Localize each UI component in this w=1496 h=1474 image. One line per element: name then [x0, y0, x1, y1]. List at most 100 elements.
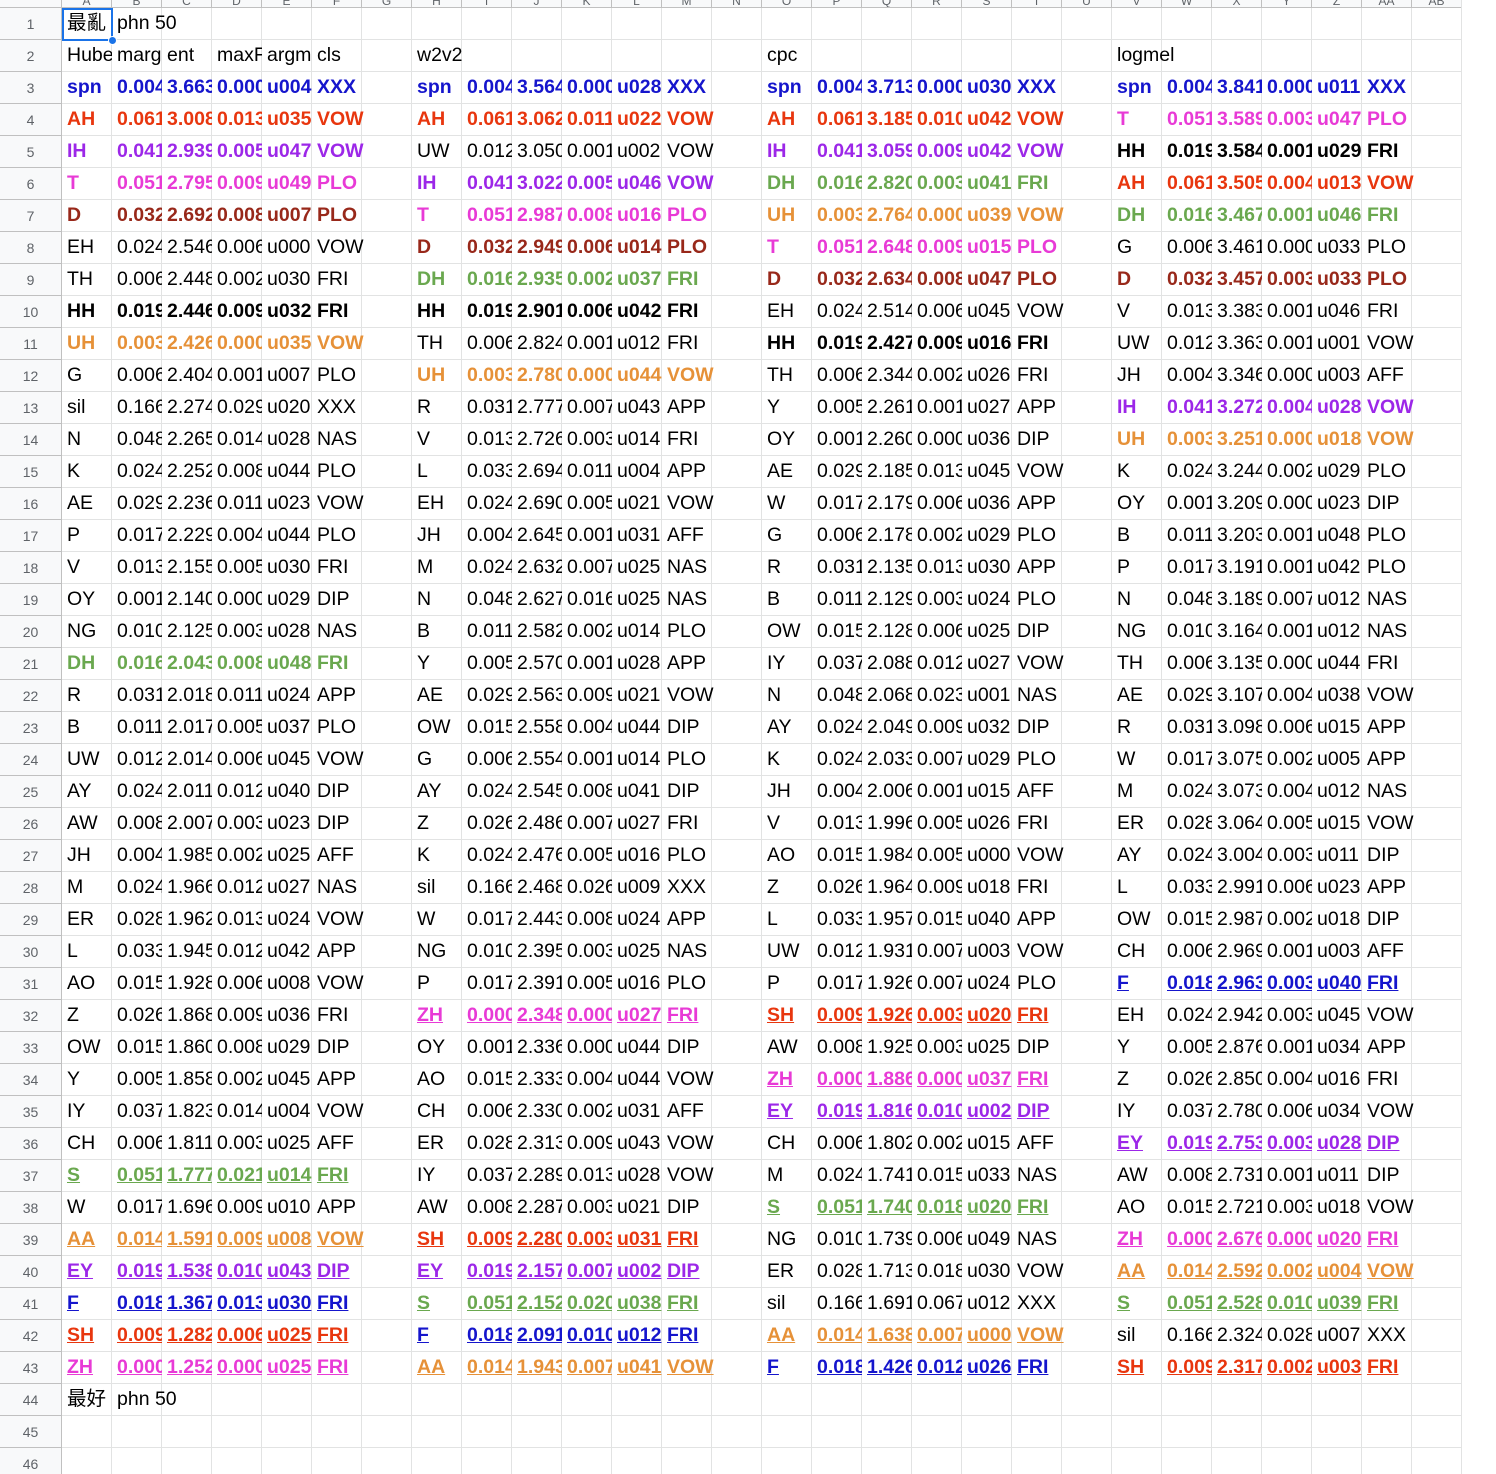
cell-a37[interactable]: S [67, 1164, 81, 1186]
grid-cell[interactable] [1262, 456, 1312, 488]
cell-h4[interactable]: AH [417, 108, 446, 130]
grid-cell[interactable] [912, 520, 962, 552]
cell-v14[interactable]: UH [1117, 428, 1146, 450]
grid-cell[interactable] [312, 360, 362, 392]
cell-d35[interactable]: 0.014 [217, 1100, 262, 1122]
cell-i39[interactable]: 0.009 [467, 1228, 512, 1250]
cell-e18[interactable]: u030 [267, 556, 311, 578]
cell-aa39[interactable]: FRI [1367, 1228, 1399, 1250]
grid-cell[interactable] [1362, 552, 1412, 584]
cell-y32[interactable]: 0.003 [1267, 1004, 1312, 1026]
grid-cell[interactable] [1212, 232, 1262, 264]
cell-l40[interactable]: u002 [617, 1260, 662, 1282]
cell-i8[interactable]: 0.032 [467, 236, 512, 258]
grid-cell[interactable] [112, 72, 162, 104]
cell-d30[interactable]: 0.012 [217, 940, 262, 962]
grid-cell[interactable] [112, 424, 162, 456]
cell-l20[interactable]: u014 [617, 620, 661, 642]
grid-cell[interactable] [1112, 520, 1162, 552]
grid-cell[interactable] [962, 328, 1012, 360]
cell-j12[interactable]: 2.780 [517, 364, 562, 386]
cell-o10[interactable]: EH [767, 300, 795, 322]
cell-d23[interactable]: 0.005 [217, 716, 262, 738]
cell-x10[interactable]: 3.383 [1217, 300, 1262, 322]
grid-cell[interactable] [212, 520, 262, 552]
cell-s7[interactable]: u039 [967, 204, 1012, 226]
cell-a3[interactable]: spn [67, 76, 102, 98]
cell-c10[interactable]: 2.446 [167, 300, 212, 322]
cell-c27[interactable]: 1.985 [167, 844, 212, 866]
grid-cell[interactable] [812, 72, 862, 104]
cell-i17[interactable]: 0.004 [467, 524, 512, 546]
cell-w6[interactable]: 0.061 [1167, 172, 1212, 194]
cell-s9[interactable]: u047 [967, 268, 1012, 290]
grid-cell[interactable] [212, 104, 262, 136]
grid-cell[interactable] [662, 200, 712, 232]
column-header-j[interactable]: J [512, 0, 562, 8]
grid-cell[interactable] [662, 392, 712, 424]
grid-cell[interactable] [962, 552, 1012, 584]
column-header-t[interactable]: T [1012, 0, 1062, 8]
cell-a17[interactable]: P [67, 524, 81, 546]
cell-k6[interactable]: 0.005 [567, 172, 612, 194]
grid-cell[interactable] [362, 424, 412, 456]
cell-j18[interactable]: 2.632 [517, 556, 562, 578]
grid-cell[interactable] [762, 1448, 812, 1474]
grid-cell[interactable] [1362, 488, 1412, 520]
cell-x29[interactable]: 2.987 [1217, 908, 1262, 930]
grid-cell[interactable] [962, 264, 1012, 296]
grid-cell[interactable] [162, 360, 212, 392]
grid-cell[interactable] [712, 8, 762, 40]
cell-e26[interactable]: u023 [267, 812, 311, 834]
grid-cell[interactable] [112, 136, 162, 168]
cell-k25[interactable]: 0.008 [567, 780, 612, 802]
grid-cell[interactable] [1162, 360, 1212, 392]
cell-z13[interactable]: u028 [1317, 396, 1362, 418]
cell-i25[interactable]: 0.024 [467, 780, 512, 802]
grid-cell[interactable] [662, 1448, 712, 1474]
grid-cell[interactable] [1062, 8, 1112, 40]
row-header-21[interactable]: 21 [0, 648, 62, 680]
cell-t19[interactable]: PLO [1017, 588, 1057, 610]
grid-cell[interactable] [1112, 264, 1162, 296]
grid-cell[interactable] [262, 520, 312, 552]
grid-cell[interactable] [662, 1384, 712, 1416]
cell-a23[interactable]: B [67, 716, 81, 738]
cell-x31[interactable]: 2.963 [1217, 972, 1262, 994]
cell-h26[interactable]: Z [417, 812, 429, 834]
grid-cell[interactable] [162, 1416, 212, 1448]
cell-b25[interactable]: 0.024 [117, 780, 162, 802]
cell-m31[interactable]: PLO [667, 972, 707, 994]
cell-t17[interactable]: PLO [1017, 524, 1057, 546]
cell-j39[interactable]: 2.280 [517, 1228, 562, 1250]
cell-r28[interactable]: 0.009 [917, 876, 962, 898]
cell-y33[interactable]: 0.001 [1267, 1036, 1312, 1058]
row-header-1[interactable]: 1 [0, 8, 62, 40]
cell-h14[interactable]: V [417, 428, 431, 450]
grid-cell[interactable] [962, 1448, 1012, 1474]
grid-cell[interactable] [462, 360, 512, 392]
grid-cell[interactable] [262, 488, 312, 520]
grid-cell[interactable] [1362, 456, 1412, 488]
grid-cell[interactable] [62, 168, 112, 200]
cell-v27[interactable]: AY [1117, 844, 1142, 866]
grid-cell[interactable] [1062, 328, 1112, 360]
cell-y26[interactable]: 0.005 [1267, 812, 1312, 834]
grid-cell[interactable] [612, 552, 662, 584]
cell-m29[interactable]: APP [667, 908, 707, 930]
grid-cell[interactable] [1212, 360, 1262, 392]
grid-cell[interactable] [1012, 1384, 1062, 1416]
cell-x20[interactable]: 3.164 [1217, 620, 1262, 642]
cell-o13[interactable]: Y [767, 396, 781, 418]
cell-i36[interactable]: 0.028 [467, 1132, 512, 1154]
cell-b19[interactable]: 0.001 [117, 588, 162, 610]
cell-h12[interactable]: UH [417, 364, 446, 386]
cell-r37[interactable]: 0.015 [917, 1164, 962, 1186]
grid-cell[interactable] [562, 232, 612, 264]
grid-cell[interactable] [1062, 200, 1112, 232]
cell-j29[interactable]: 2.443 [517, 908, 562, 930]
cell-y13[interactable]: 0.004 [1267, 396, 1312, 418]
grid-cell[interactable] [1212, 136, 1262, 168]
cell-aa43[interactable]: FRI [1367, 1356, 1399, 1378]
grid-cell[interactable] [662, 584, 712, 616]
